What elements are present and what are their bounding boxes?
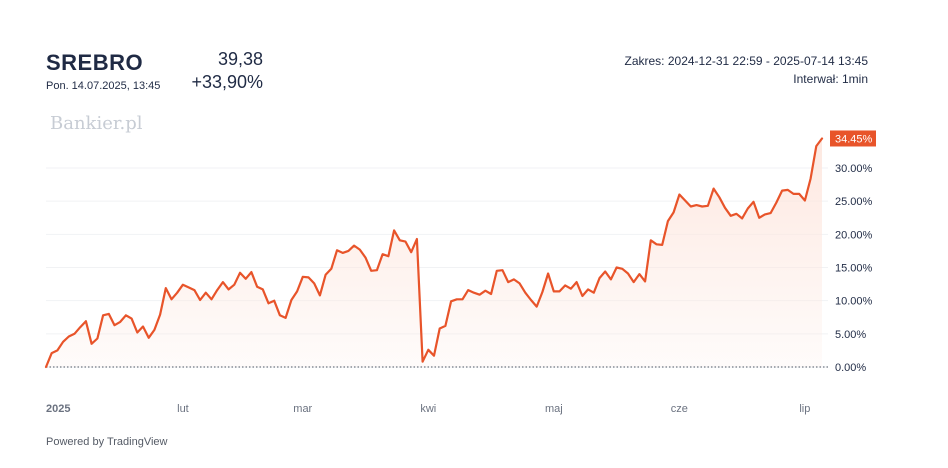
quote-datetime: Pon. 14.07.2025, 13:45 bbox=[46, 80, 161, 92]
y-tick-label: 25.00% bbox=[835, 196, 873, 208]
x-tick-label: mar bbox=[293, 403, 312, 415]
y-tick-label: 5.00% bbox=[835, 329, 866, 341]
last-value-label: 34.45% bbox=[835, 133, 873, 145]
x-tick-label: lip bbox=[799, 403, 810, 415]
y-tick-label: 30.00% bbox=[835, 163, 873, 175]
y-tick-label: 20.00% bbox=[835, 229, 873, 241]
x-tick-label: 2025 bbox=[46, 403, 70, 415]
y-tick-label: 10.00% bbox=[835, 296, 873, 308]
interval-label: Interwał: 1min bbox=[793, 72, 868, 86]
bankier-watermark-logo: Bankier.pl bbox=[50, 113, 143, 134]
x-tick-label: lut bbox=[177, 403, 189, 415]
series-line bbox=[44, 137, 824, 369]
percent-change: +33,90% bbox=[191, 72, 263, 92]
last-price: 39,38 bbox=[217, 49, 263, 69]
y-tick-label: 15.00% bbox=[835, 263, 873, 275]
y-tick-label: 0.00% bbox=[835, 362, 866, 374]
x-tick-label: kwi bbox=[420, 403, 436, 415]
last-value-label-bg bbox=[830, 130, 876, 147]
date-range: Zakres: 2024-12-31 22:59 - 2025-07-14 13… bbox=[624, 54, 869, 68]
powered-by-tradingview[interactable]: Powered by TradingView bbox=[46, 436, 168, 448]
instrument-symbol: SREBRO bbox=[46, 50, 144, 75]
series-area-fill bbox=[46, 138, 822, 367]
x-tick-label: maj bbox=[545, 403, 563, 415]
x-tick-label: cze bbox=[671, 403, 688, 415]
